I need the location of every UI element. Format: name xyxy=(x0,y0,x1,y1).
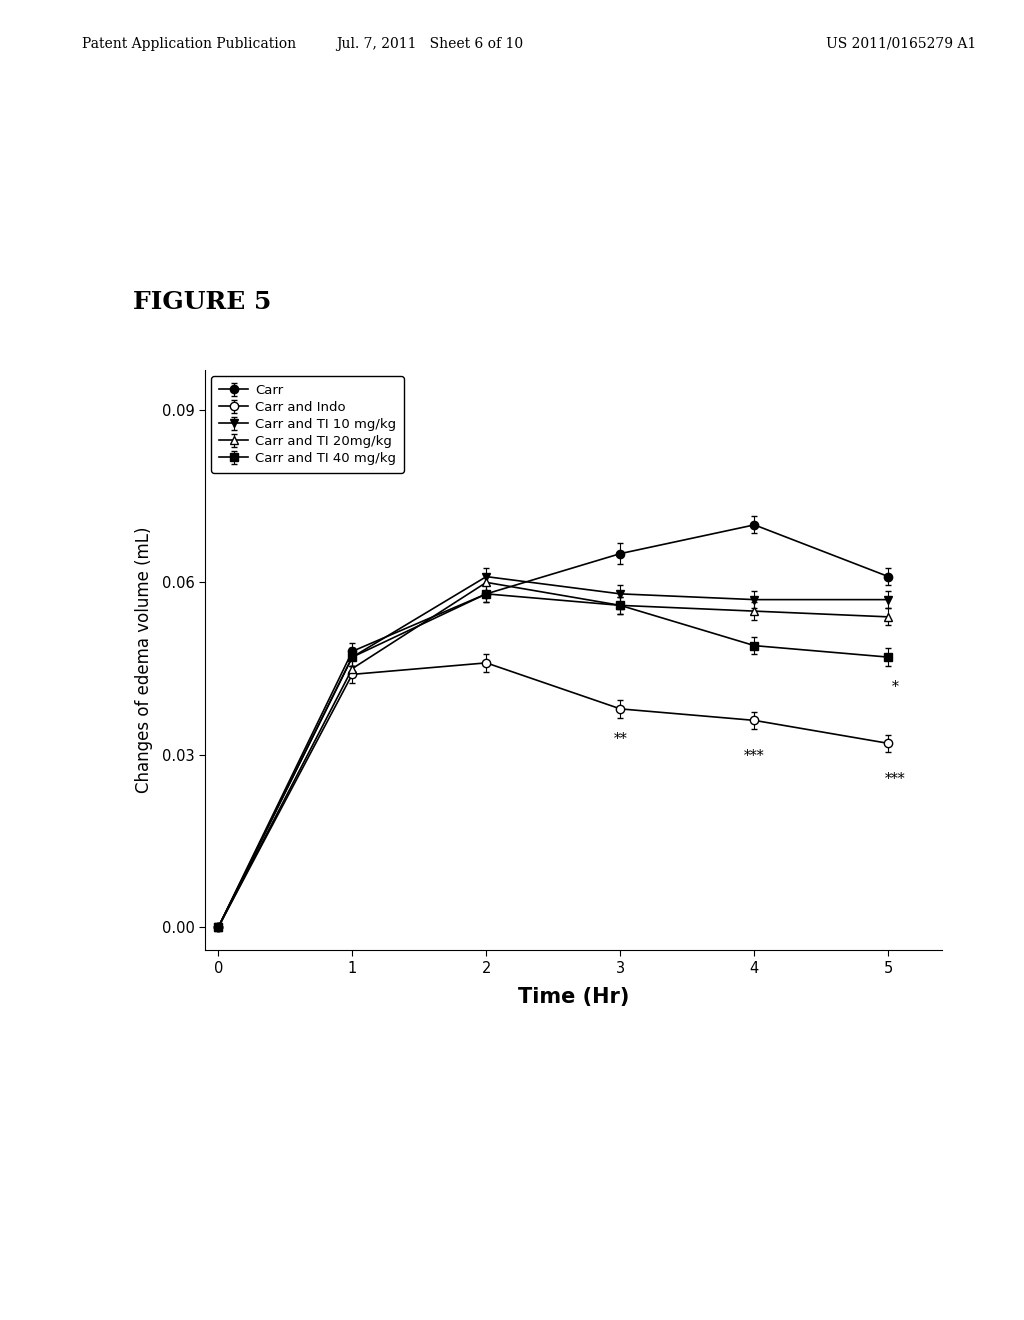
Text: Patent Application Publication: Patent Application Publication xyxy=(82,37,296,51)
Text: US 2011/0165279 A1: US 2011/0165279 A1 xyxy=(826,37,976,51)
Text: **: ** xyxy=(613,731,628,746)
X-axis label: Time (Hr): Time (Hr) xyxy=(518,987,629,1007)
Text: FIGURE 5: FIGURE 5 xyxy=(133,290,271,314)
Text: ***: *** xyxy=(744,750,765,763)
Y-axis label: Changes of edema volume (mL): Changes of edema volume (mL) xyxy=(135,527,154,793)
Legend: Carr, Carr and Indo, Carr and TI 10 mg/kg, Carr and TI 20mg/kg, Carr and TI 40 m: Carr, Carr and Indo, Carr and TI 10 mg/k… xyxy=(211,376,404,473)
Text: ***: *** xyxy=(885,772,905,787)
Text: Jul. 7, 2011   Sheet 6 of 10: Jul. 7, 2011 Sheet 6 of 10 xyxy=(337,37,523,51)
Text: *: * xyxy=(892,680,899,694)
